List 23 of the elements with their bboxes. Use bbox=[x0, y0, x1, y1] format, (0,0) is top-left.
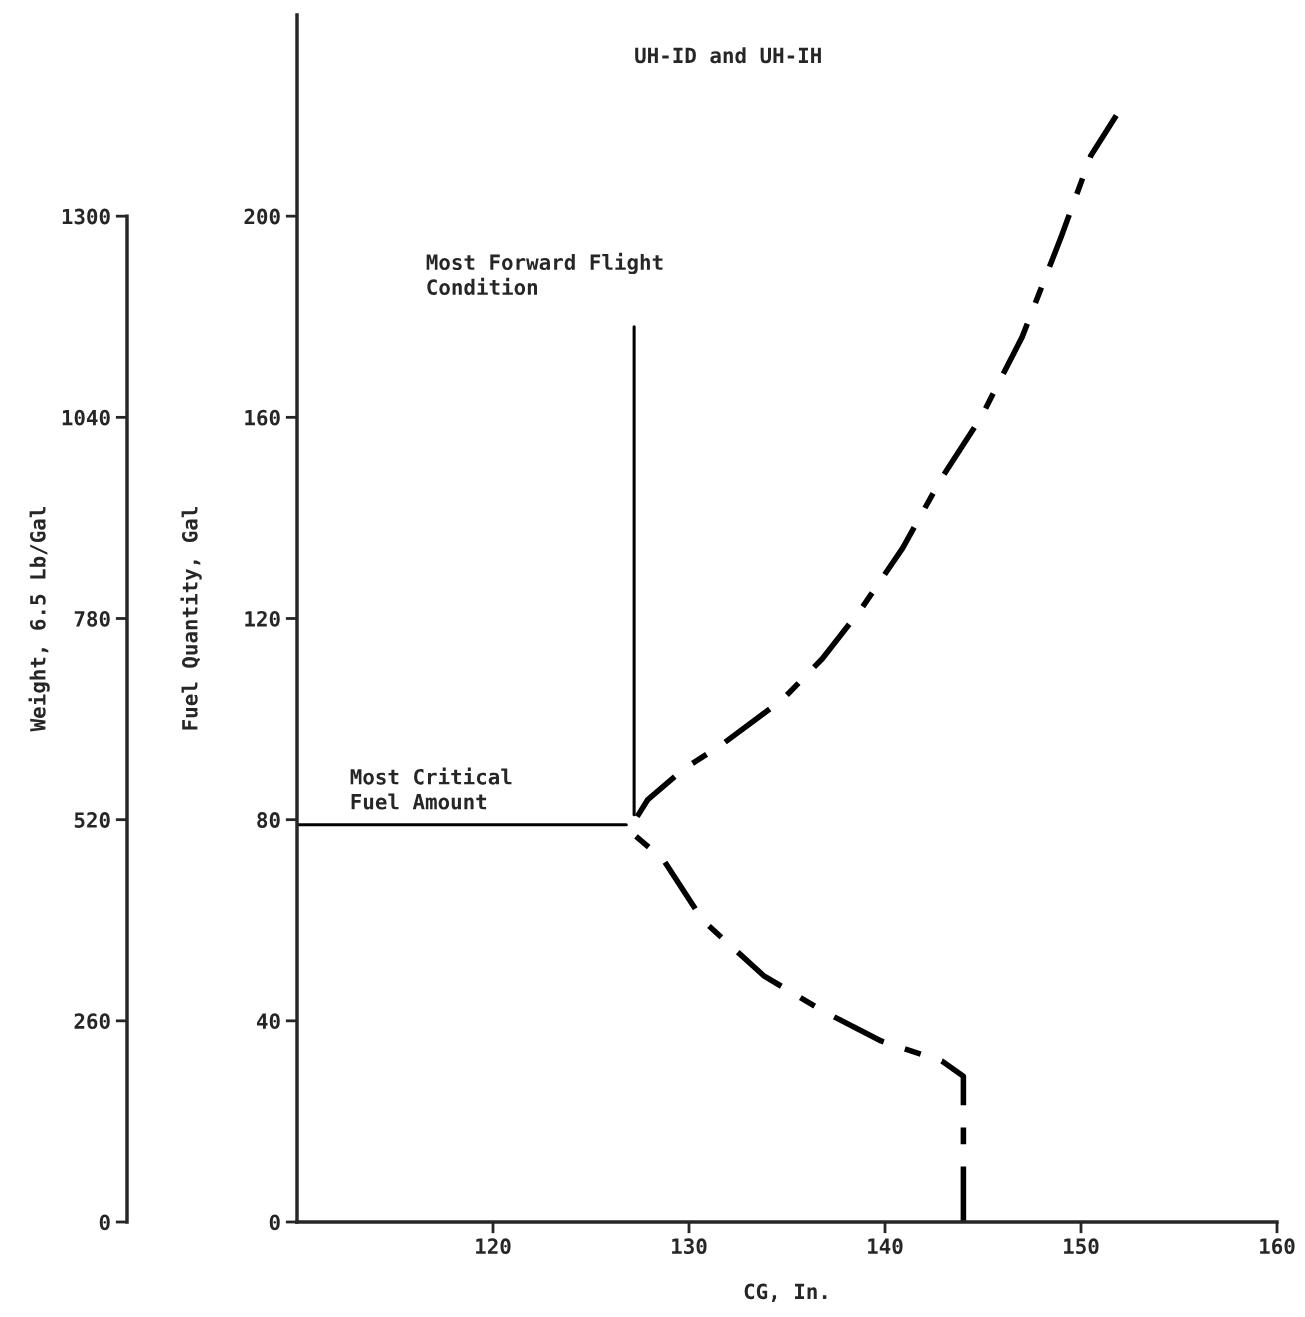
y2-tick-label: 1040 bbox=[62, 409, 110, 426]
y-tick-label: 160 bbox=[245, 409, 280, 426]
y2-tick-label: 1300 bbox=[62, 208, 110, 225]
annotation: Most Forward Flight Condition bbox=[426, 252, 663, 295]
x-tick-label: 140 bbox=[868, 1238, 903, 1255]
x-tick-label: 130 bbox=[672, 1238, 707, 1255]
x-axis-title: CG, In. bbox=[744, 1283, 827, 1302]
text: UH-ID and UH-IH bbox=[635, 47, 821, 64]
y2-tick-label: 260 bbox=[74, 1013, 110, 1030]
y2-axis-title: Weight, 6.5 Lb/Gal bbox=[28, 507, 50, 732]
annotation: Most Critical Fuel Amount bbox=[350, 767, 512, 810]
y-tick-label: 120 bbox=[245, 610, 280, 627]
y-tick-label: 40 bbox=[256, 1013, 280, 1030]
y2-tick-label: 0 bbox=[99, 1214, 110, 1231]
y-tick-label: 80 bbox=[257, 812, 280, 828]
x-tick-label: 120 bbox=[476, 1238, 511, 1255]
y2-tick-label: 780 bbox=[74, 610, 110, 627]
y-tick-label: 0 bbox=[269, 1214, 280, 1231]
y2-tick-label: 520 bbox=[74, 812, 110, 828]
x-tick-label: 160 bbox=[1260, 1238, 1295, 1255]
y-tick-label: 200 bbox=[244, 208, 280, 225]
y-axis-title: Fuel Quantity, Gal bbox=[180, 507, 202, 730]
x-tick-label: 150 bbox=[1064, 1238, 1099, 1255]
